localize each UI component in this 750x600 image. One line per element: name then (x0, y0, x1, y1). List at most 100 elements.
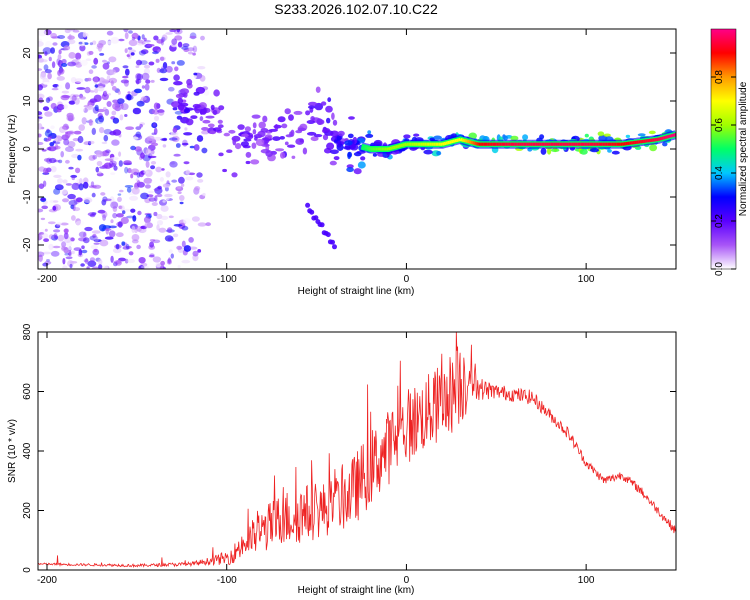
spectrogram-ridge-blob (226, 149, 233, 153)
spectrogram-ridge-blob (308, 105, 316, 109)
spectrogram-noise-blob (60, 151, 64, 158)
spectrogram-noise-blob (172, 233, 179, 238)
spectrogram-ridge-blob (237, 124, 245, 130)
spectrogram-noise-blob (153, 136, 163, 141)
spectrogram-noise-blob (98, 264, 103, 269)
spectrogram-noise-blob (164, 193, 171, 201)
spectrogram-noise-blob (122, 210, 126, 215)
spectrogram-ridge-blob (540, 147, 547, 155)
spectrogram-noise-blob (70, 237, 75, 242)
spectrogram-ridge-core (443, 141, 447, 146)
spectrogram-noise-blob (84, 226, 93, 232)
spectrogram-ridge-blob (330, 130, 339, 137)
spectrogram-noise-blob (133, 171, 139, 176)
spectrogram-noise-blob (143, 37, 147, 42)
spectrogram-noise-blob (82, 177, 89, 184)
spectrogram-noise-blob (179, 195, 185, 201)
spectrogram-ridge-blob (329, 149, 339, 155)
spectrogram-noise-blob (199, 116, 204, 122)
spectrogram-noise-blob (197, 66, 206, 70)
colorbar-tick-label: 0.2 (714, 214, 725, 228)
spectrogram-noise-blob (160, 215, 169, 220)
spectrogram-noise-blob (181, 240, 186, 248)
spectrogram-ridge-blob (306, 131, 317, 136)
spectrogram-noise-blob (110, 201, 119, 209)
spectrogram-noise-blob (117, 193, 122, 196)
spectrogram-noise-blob (62, 179, 68, 184)
spectrogram-noise-blob (104, 158, 114, 161)
spectrogram-noise-blob (168, 249, 173, 254)
spectrogram-noise-blob (111, 139, 120, 146)
spectrogram-ridge-blob (327, 97, 332, 103)
spectrogram-noise-blob (81, 249, 88, 254)
spectrogram-noise-blob (94, 236, 99, 243)
spectrogram-y-tick-label: 0 (22, 146, 33, 152)
spectrogram-noise-blob (154, 187, 163, 195)
spectrogram-noise-blob (82, 181, 89, 189)
spectrogram-ridge-core (456, 138, 459, 142)
spectrogram-noise-blob (38, 38, 43, 43)
spectrogram-ridge-blob (310, 136, 319, 142)
spectrogram-noise-blob (152, 51, 159, 55)
spectrogram-noise-blob (192, 45, 198, 53)
spectrogram-ridge-core (449, 140, 452, 144)
spectrogram-noise-blob (130, 145, 137, 151)
spectrogram-noise-blob (75, 61, 83, 68)
spectrogram-noise-blob (177, 191, 182, 195)
spectrogram-noise-blob (58, 159, 63, 164)
snr-y-label: SNR (10 * v/v) (7, 419, 18, 483)
spectrogram-noise-blob (109, 69, 116, 75)
spectrogram-ridge-blob (597, 131, 605, 137)
spectrogram-noise-blob (73, 94, 80, 98)
spectrogram-ridge-blob (251, 114, 261, 119)
spectrogram-x-tick-label: 0 (404, 274, 410, 285)
spectrogram-ridge-blob (202, 119, 211, 124)
spectrogram-noise-blob (52, 205, 57, 211)
spectrogram-noise-blob (67, 39, 76, 45)
spectrogram-noise-blob (188, 172, 196, 176)
spectrogram-noise-blob (164, 235, 174, 242)
spectrogram-noise-blob (123, 160, 132, 166)
spectrogram-noise-blob (140, 152, 145, 159)
spectrogram-noise-blob (57, 234, 65, 242)
spectrogram-noise-blob (45, 97, 51, 103)
spectrogram-noise-blob (112, 205, 118, 212)
spectrogram-noise-blob (64, 29, 71, 34)
spectrogram-noise-blob (100, 79, 109, 85)
spectrogram-noise-blob (162, 183, 170, 188)
spectrogram-ridge-blob (329, 160, 337, 166)
spectrogram-noise-blob (61, 58, 67, 65)
spectrogram-noise-blob (123, 79, 129, 87)
spectrogram-noise-blob (83, 258, 89, 263)
spectrogram-noise-blob (162, 62, 168, 69)
spectrogram-ridge-blob (252, 122, 257, 129)
spectrogram-noise-blob (39, 72, 47, 80)
spectrogram-noise-blob (123, 29, 129, 33)
spectrogram-ridge-core (465, 139, 468, 143)
spectrogram-noise-blob (38, 123, 43, 130)
spectrogram-noise-blob (127, 167, 132, 174)
spectrogram-noise-blob (119, 114, 124, 121)
spectrogram-noise-blob (149, 253, 155, 257)
spectrogram-x-label: Height of straight line (km) (298, 286, 415, 297)
spectrogram-marks (38, 29, 676, 269)
spectrogram-ridge-core (662, 135, 666, 140)
spectrogram-ridge-blob (547, 147, 552, 155)
spectrogram-noise-blob (128, 49, 136, 53)
spectrogram-noise-blob (67, 61, 77, 67)
spectrogram-ridge-blob (320, 101, 327, 106)
spectrogram-noise-blob (153, 102, 159, 110)
spectrogram-ridge-blob (326, 142, 335, 150)
spectrogram-ridge-blob (172, 127, 178, 133)
spectrogram-noise-blob (128, 30, 133, 34)
spectrogram-ridge-core (470, 140, 474, 145)
spectrogram-noise-blob (68, 251, 72, 257)
spectrogram-noise-blob (162, 144, 167, 148)
spectrogram-noise-blob (88, 140, 95, 145)
spectrogram-noise-blob (91, 192, 96, 198)
spectrogram-noise-blob (141, 96, 147, 101)
spectrogram-noise-blob (165, 171, 171, 178)
spectrogram-noise-blob (188, 237, 194, 243)
spectrogram-noise-blob (47, 72, 52, 80)
